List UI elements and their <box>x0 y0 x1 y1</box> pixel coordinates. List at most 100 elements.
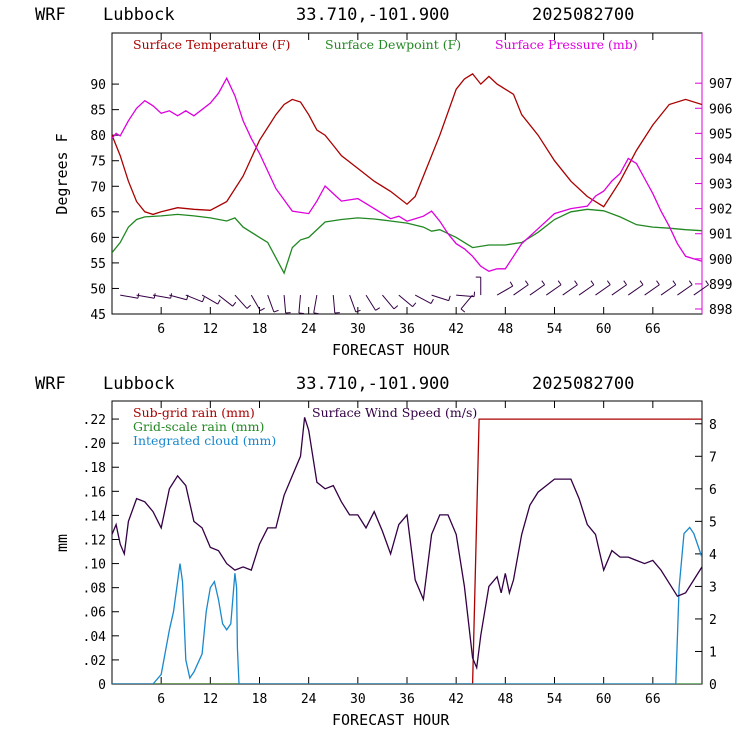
wind-barb <box>136 293 156 299</box>
y-tick-label: 0 <box>98 678 106 693</box>
wind-barb <box>660 280 677 296</box>
wind-barb <box>298 295 304 314</box>
header-site-2: Lubbock <box>103 374 175 394</box>
wind-barb <box>398 294 417 308</box>
y-tick-label: .10 <box>83 558 106 573</box>
wind-barb <box>627 280 644 296</box>
wind-barb <box>644 280 660 296</box>
y-tick-label: .08 <box>83 582 106 597</box>
header-site: Lubbock <box>103 5 175 25</box>
x-tick-label: 66 <box>645 692 661 707</box>
header-model: WRF <box>35 5 66 25</box>
x-tick-label: 30 <box>350 322 366 337</box>
wind-barb <box>693 280 709 296</box>
x-tick-label: 6 <box>157 692 165 707</box>
y2-tick-label: 906 <box>709 102 732 117</box>
y2-tick-label: 904 <box>709 152 733 167</box>
wind-barb <box>365 294 381 311</box>
wind-barb <box>313 295 319 315</box>
series-line-integrated-cloud-mm <box>112 526 702 684</box>
y2-tick-label: 7 <box>709 450 717 465</box>
wind-barb <box>460 294 473 313</box>
y2-tick-label: 901 <box>709 228 732 243</box>
wind-barb <box>677 280 693 296</box>
wind-barb <box>267 294 279 313</box>
x-tick-label: 60 <box>596 692 612 707</box>
x-tick-label: 12 <box>203 322 219 337</box>
y-tick-label: 90 <box>90 78 106 93</box>
wind-barb <box>185 294 205 303</box>
y2-tick-label: 903 <box>709 178 732 193</box>
y2-tick-label: 905 <box>709 127 732 142</box>
ticks-top: 6 12 18 24 30 36 42 48 54 60 66 45 50 55 60 65 70 75 80 85 9… <box>90 33 733 337</box>
legend-surface-temperature: Surface Temperature (F) <box>133 37 290 52</box>
y2-tick-label: 3 <box>709 580 717 595</box>
x-tick-label: 60 <box>596 322 612 337</box>
y-tick-label: 60 <box>90 231 106 246</box>
header-init-2: 2025082700 <box>532 374 634 394</box>
wind-barb <box>283 295 291 314</box>
wind-barb <box>546 280 562 296</box>
wind-barb <box>562 280 578 296</box>
series-line-surface-dewpoint-f <box>112 208 702 275</box>
wind-barb <box>332 295 340 314</box>
header-coords: 33.710,-101.900 <box>296 5 450 25</box>
y-tick-label: .12 <box>83 533 106 548</box>
y-tick-label: 65 <box>90 206 106 221</box>
wind-barb <box>414 294 434 304</box>
wind-barb <box>201 294 221 305</box>
y-tick-label: .06 <box>83 606 106 621</box>
x-tick-label: 54 <box>547 692 563 707</box>
y2-tick-label: 2 <box>709 613 717 628</box>
series-top <box>112 73 702 275</box>
wind-barb <box>578 280 595 296</box>
y-tick-label: 50 <box>90 282 106 297</box>
series-line-surface-pressure-mb <box>112 76 702 273</box>
y2-tick-label: 1 <box>709 645 717 660</box>
legend-gridscale-rain: Grid-scale rain (mm) <box>133 419 264 434</box>
x-tick-label: 18 <box>252 322 268 337</box>
panel-precipitation: WRF Lubbock 33.710,-101.900 2025082700 S… <box>35 374 717 729</box>
y-tick-label: .04 <box>83 630 107 645</box>
y-tick-label: 45 <box>90 308 106 323</box>
x-tick-label: 30 <box>350 692 366 707</box>
panel-temperature: WRF Lubbock 33.710,-101.900 2025082700 S… <box>35 5 733 359</box>
y2-tick-label: 4 <box>709 548 717 563</box>
y-axis-label-top: Degrees F <box>53 133 71 214</box>
y-tick-label: .14 <box>83 509 107 524</box>
y2-tick-label: 907 <box>709 77 732 92</box>
wind-barb <box>529 280 546 296</box>
y2-tick-label: 900 <box>709 253 732 268</box>
wind-barb <box>169 294 189 301</box>
y2-tick-label: 902 <box>709 203 732 218</box>
y-tick-label: 75 <box>90 155 106 170</box>
y2-tick-label: 8 <box>709 418 717 433</box>
wind-barb <box>152 293 173 299</box>
y-tick-label: 85 <box>90 104 106 119</box>
series-line-surface-temperature-f <box>112 73 702 216</box>
wind-barb <box>218 294 237 307</box>
series-line-sub-grid-rain-mm <box>112 418 702 684</box>
wind-barb <box>234 294 252 309</box>
wind-barb <box>382 294 399 310</box>
series-line-surface-wind-speed-m-s <box>112 417 702 671</box>
x-tick-label: 6 <box>157 322 165 337</box>
x-axis-label-bottom: FORECAST HOUR <box>332 711 450 729</box>
wind-barb <box>475 276 482 296</box>
x-tick-label: 48 <box>498 692 514 707</box>
wind-barb <box>431 294 451 302</box>
wind-barbs <box>120 276 709 315</box>
x-tick-label: 24 <box>301 322 317 337</box>
x-tick-label: 42 <box>448 692 464 707</box>
y-tick-label: 70 <box>90 180 106 195</box>
wind-barb <box>595 280 611 296</box>
y-tick-label: .18 <box>83 461 106 476</box>
wind-barb <box>496 281 514 296</box>
y-tick-label: .20 <box>83 437 106 452</box>
y-tick-label: .02 <box>83 654 106 669</box>
y2-tick-label: 899 <box>709 278 732 293</box>
y2-tick-label: 0 <box>709 678 717 693</box>
y-tick-label: .16 <box>83 485 106 500</box>
y-axis-label-bottom: mm <box>53 534 71 552</box>
